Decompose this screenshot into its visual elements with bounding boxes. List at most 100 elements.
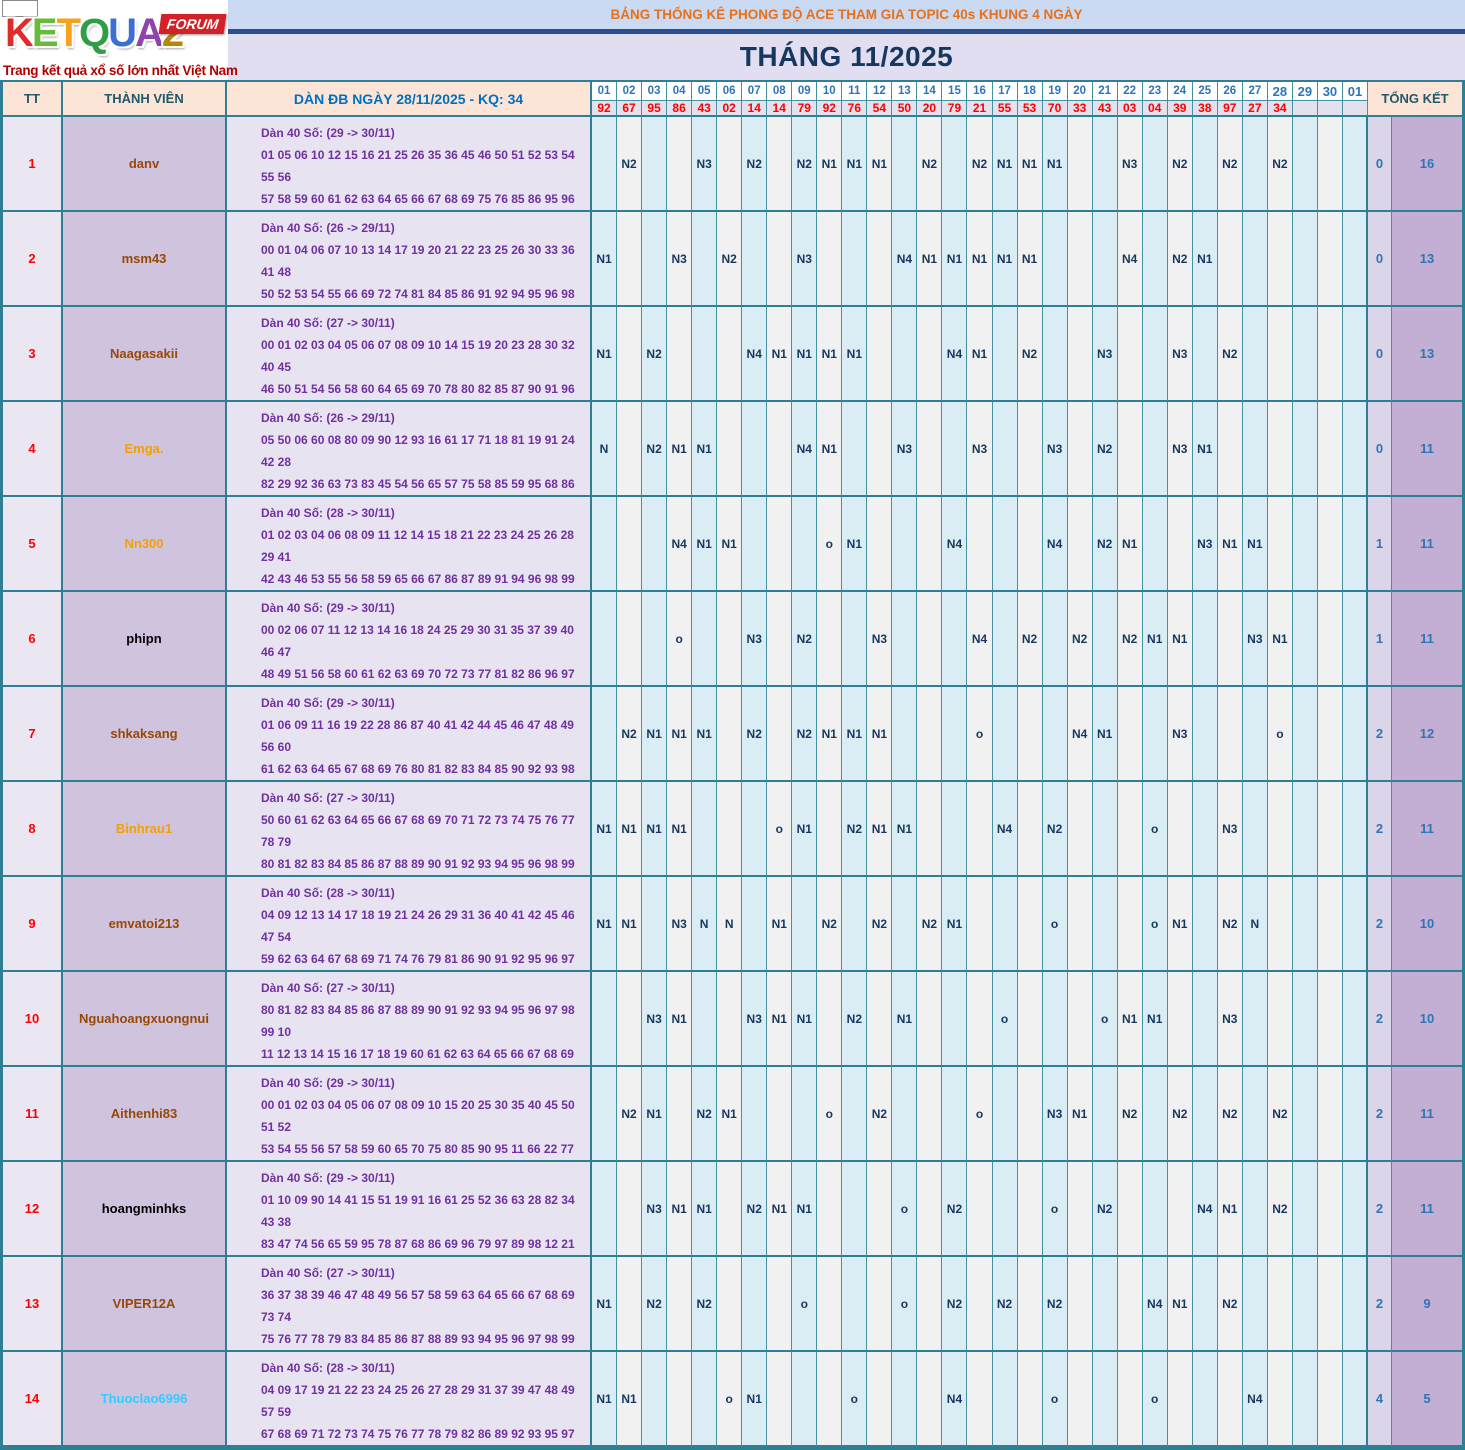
total-miss-count: 0	[1368, 117, 1392, 212]
day-cell	[1342, 877, 1368, 972]
total-hit-count: 11	[1392, 1067, 1462, 1162]
day-cell	[767, 1257, 793, 1352]
member-name: Nguahoangxuongnui	[63, 972, 227, 1067]
dan-title: Dàn 40 Số: (29 -> 30/11)	[261, 601, 395, 615]
day-cell	[642, 212, 668, 307]
dan-title: Dàn 40 Số: (26 -> 29/11)	[261, 221, 395, 235]
day-cell	[667, 117, 693, 212]
day-cell	[942, 1067, 968, 1162]
day-cell	[1242, 1257, 1268, 1352]
day-cell: N1	[692, 1162, 718, 1257]
day-cell	[1242, 782, 1268, 877]
dan-title: Dàn 40 Số: (28 -> 30/11)	[261, 1361, 395, 1375]
day-header: 18	[1017, 82, 1043, 101]
total-miss-count: 4	[1368, 1352, 1392, 1447]
total-hit-count: 12	[1392, 687, 1462, 782]
day-cell: o	[717, 1352, 743, 1447]
dan-cell: Dàn 40 Số: (29 -> 30/11) 01 05 06 10 12 1…	[227, 117, 592, 212]
day-cell	[1192, 877, 1218, 972]
day-cell	[1117, 1257, 1143, 1352]
day-cell: N1	[1217, 497, 1243, 592]
member-name: phipn	[63, 592, 227, 687]
dan-line2: 83 47 74 56 65 59 95 78 87 68 86 69 96 7…	[261, 1237, 575, 1251]
row-index: 3	[3, 307, 63, 402]
day-cell	[1342, 117, 1368, 212]
kq-value: 04	[1142, 101, 1168, 117]
member-name: Emga.	[63, 402, 227, 497]
day-cell: o	[1267, 687, 1293, 782]
day-cell: N2	[1117, 592, 1143, 687]
day-cell	[1117, 1162, 1143, 1257]
day-cell: N2	[642, 402, 668, 497]
total-hit-count: 13	[1392, 212, 1462, 307]
day-cell	[1217, 592, 1243, 687]
day-cell: N3	[867, 592, 893, 687]
day-cell	[892, 592, 918, 687]
dan-title: Dàn 40 Số: (29 -> 30/11)	[261, 1076, 395, 1090]
row-index: 7	[3, 687, 63, 782]
day-cell	[867, 497, 893, 592]
day-cell	[717, 592, 743, 687]
day-cell: N1	[1117, 497, 1143, 592]
day-cell	[1142, 117, 1168, 212]
day-cell	[867, 972, 893, 1067]
day-cell	[917, 307, 943, 402]
total-miss-count: 0	[1368, 212, 1392, 307]
day-cell: N3	[642, 972, 668, 1067]
logo-letters: KETQUA2	[5, 13, 184, 53]
kq-value: 92	[817, 101, 843, 117]
day-header: 06	[717, 82, 743, 101]
kq-value: 97	[1217, 101, 1243, 117]
dan-title: Dàn 40 Số: (26 -> 29/11)	[261, 411, 395, 425]
day-cell: N2	[792, 117, 818, 212]
day-cell: N2	[617, 1067, 643, 1162]
day-cell	[792, 1352, 818, 1447]
day-cell	[1317, 1067, 1343, 1162]
day-cell	[617, 212, 643, 307]
day-cell	[1117, 782, 1143, 877]
day-cell: N1	[817, 402, 843, 497]
kq-value: 39	[1167, 101, 1193, 117]
kq-value: 55	[992, 101, 1018, 117]
kq-value	[1342, 101, 1368, 117]
member-name: hoangminhks	[63, 1162, 227, 1257]
day-cell: N2	[942, 1257, 968, 1352]
day-cell: N2	[917, 117, 943, 212]
dan-title: Dàn 40 Số: (28 -> 30/11)	[261, 886, 395, 900]
day-cell	[1342, 687, 1368, 782]
day-cell: N1	[592, 877, 618, 972]
day-cell	[717, 687, 743, 782]
day-cell	[817, 782, 843, 877]
day-cell	[767, 592, 793, 687]
day-cell: N1	[717, 497, 743, 592]
member-name: Thuoclao6996	[63, 1352, 227, 1447]
dan-line1: 05 50 06 60 08 80 09 90 12 93 16 61 17 7…	[261, 433, 575, 469]
day-cell	[1267, 497, 1293, 592]
day-cell: N1	[767, 972, 793, 1067]
day-cell	[942, 687, 968, 782]
day-cell	[692, 212, 718, 307]
day-cell: N1	[592, 782, 618, 877]
day-cell	[1067, 117, 1093, 212]
day-cell	[1292, 307, 1318, 402]
day-cell	[1242, 117, 1268, 212]
day-cell: N4	[1042, 497, 1068, 592]
dan-line1: 01 06 09 11 16 19 22 28 86 87 40 41 42 4…	[261, 718, 574, 754]
day-cell	[592, 117, 618, 212]
day-header: 23	[1142, 82, 1168, 101]
day-cell: o	[1142, 1352, 1168, 1447]
day-cell: N2	[1092, 402, 1118, 497]
day-cell	[592, 592, 618, 687]
day-cell: N4	[942, 497, 968, 592]
day-cell	[742, 782, 768, 877]
day-cell	[717, 972, 743, 1067]
day-cell	[1217, 402, 1243, 497]
day-cell	[767, 212, 793, 307]
day-cell	[1067, 877, 1093, 972]
day-cell	[1292, 1067, 1318, 1162]
day-cell	[1117, 877, 1143, 972]
day-cell	[592, 972, 618, 1067]
day-cell	[1017, 402, 1043, 497]
day-cell	[967, 877, 993, 972]
